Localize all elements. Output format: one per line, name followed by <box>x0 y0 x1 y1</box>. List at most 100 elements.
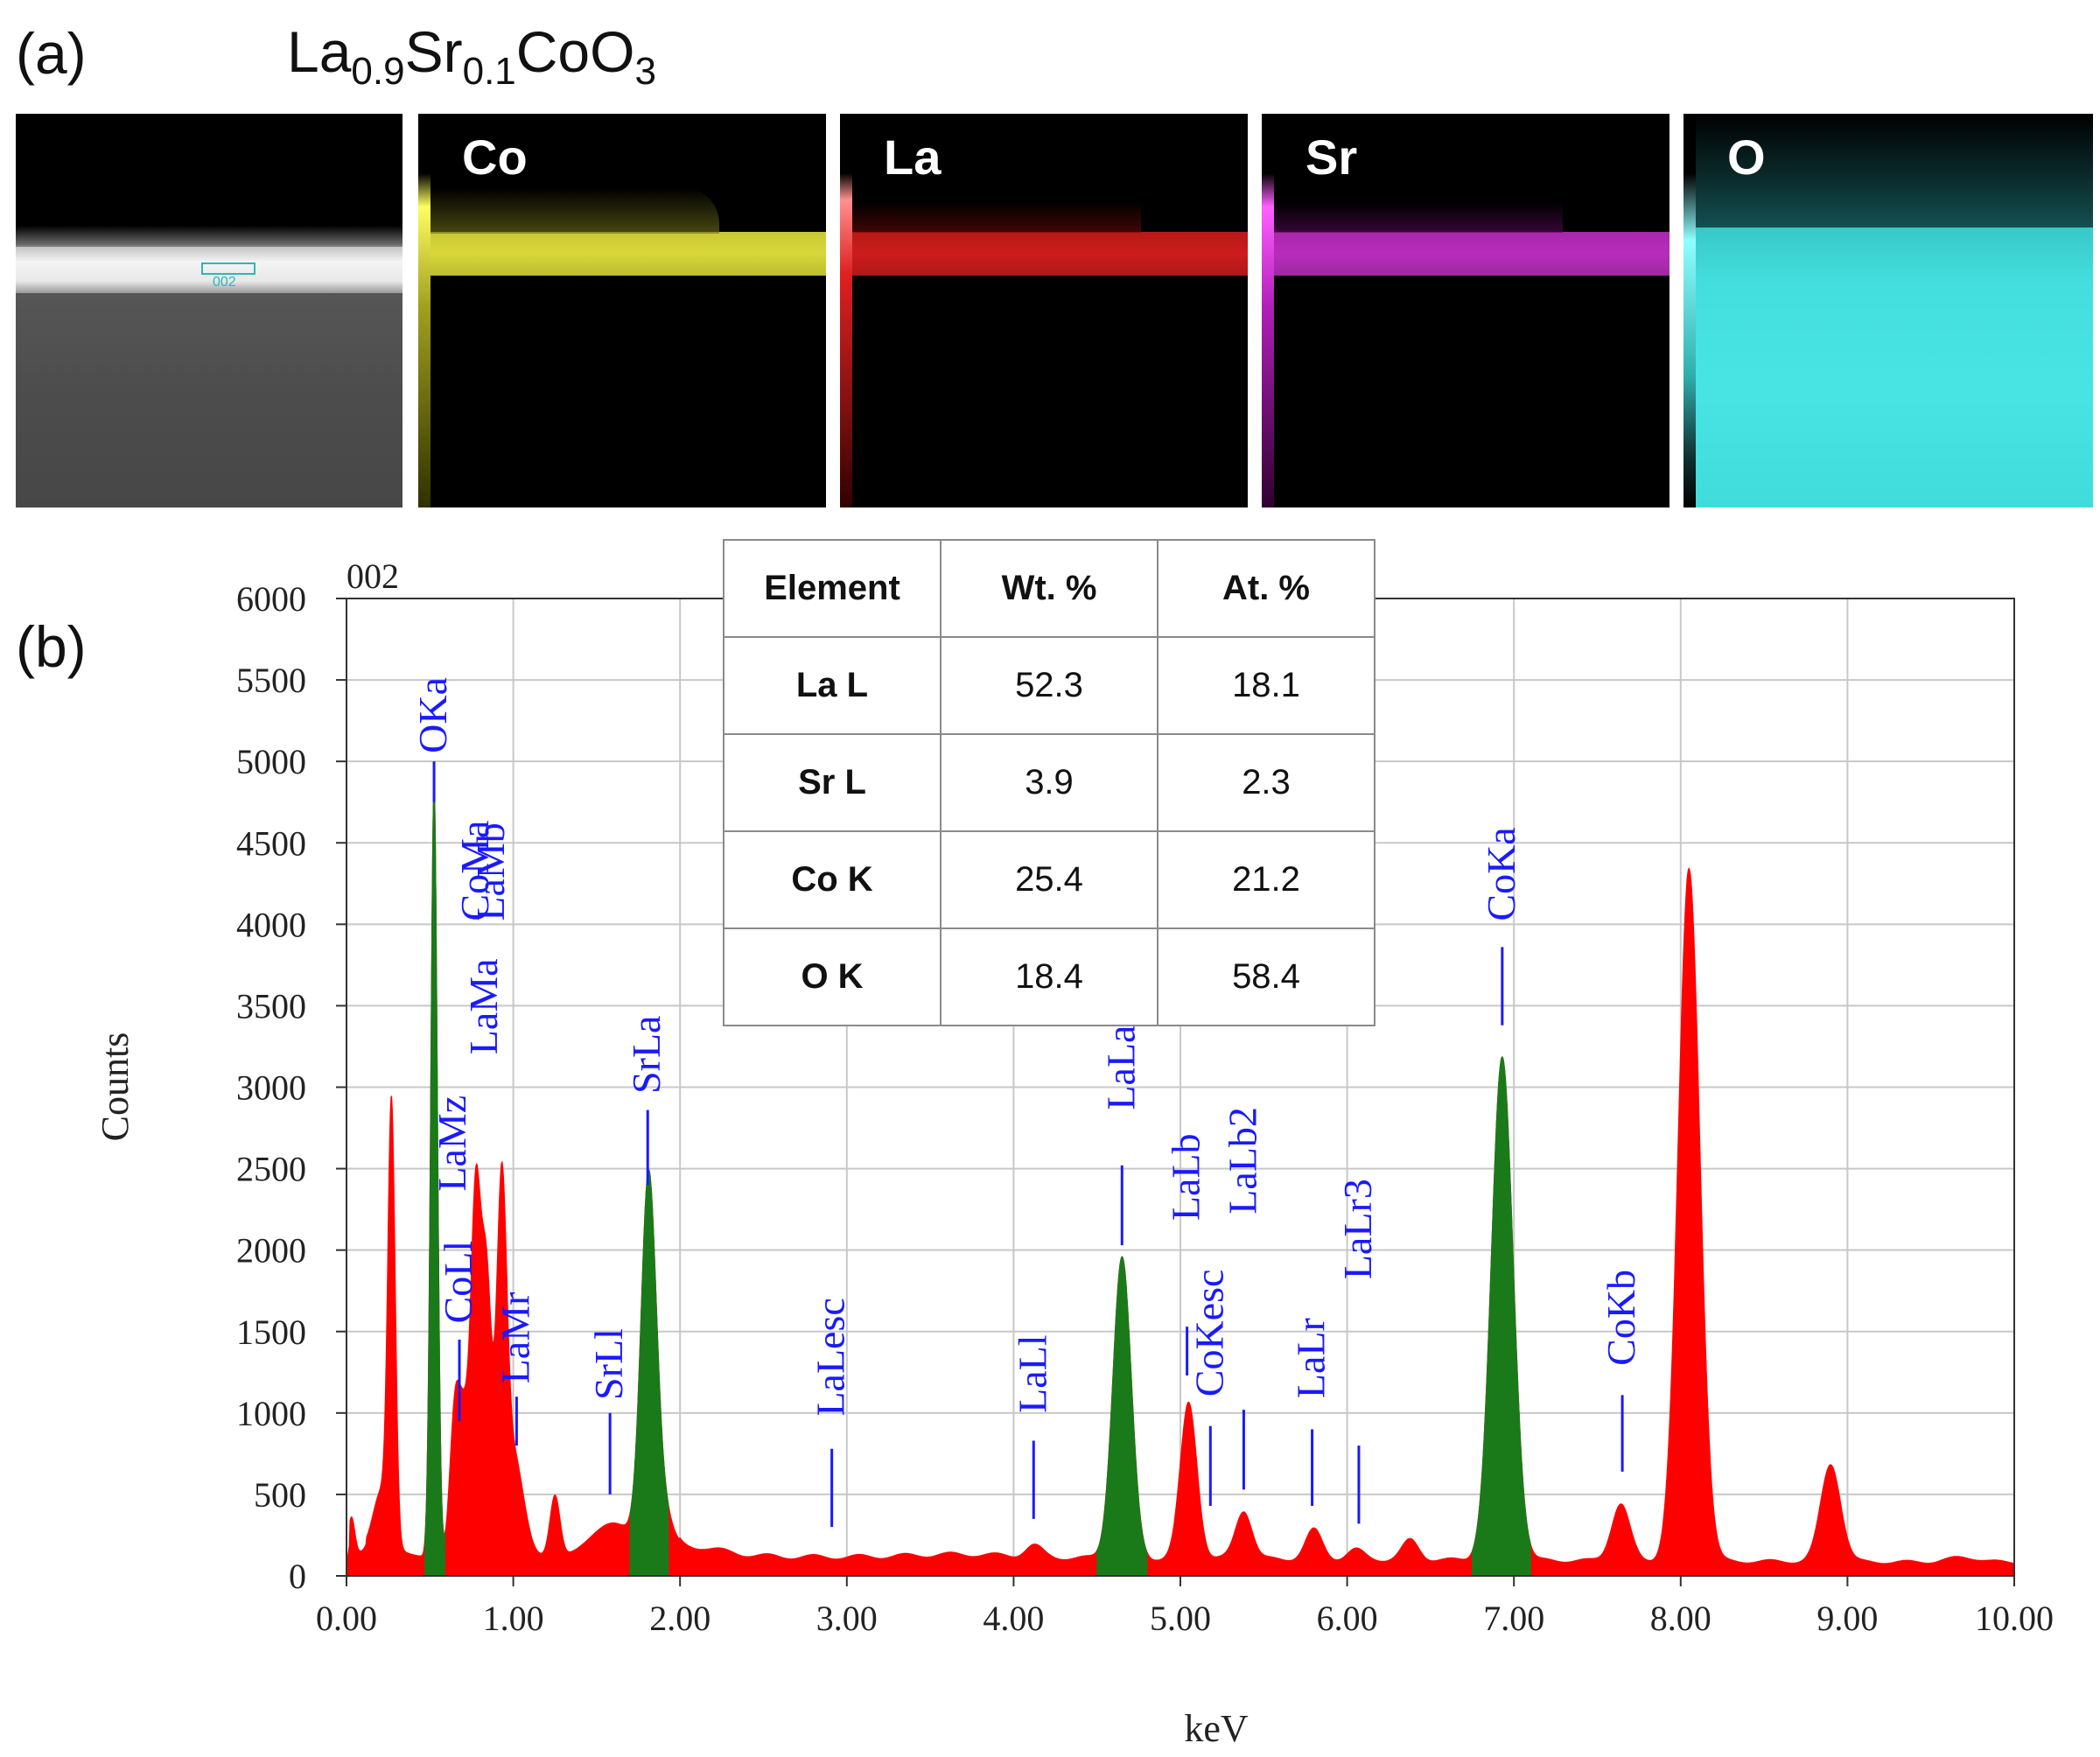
formula-sr-sub: 0.1 <box>462 50 516 93</box>
line-marker-label: LaMr <box>493 1292 537 1384</box>
co-map-scalebar <box>418 173 430 508</box>
chart-title: 002 <box>346 556 399 596</box>
x-tick-label: 0.00 <box>316 1599 377 1638</box>
line-marker-label: OKa <box>410 677 455 753</box>
table-header-at: At. % <box>1157 539 1376 638</box>
table-cell-wt: 52.3 <box>940 636 1158 735</box>
y-tick-label: 5000 <box>236 742 306 781</box>
table-cell-element: Sr L <box>723 733 942 832</box>
table-row: Co K 25.4 21.2 <box>723 830 1376 929</box>
y-tick-label: 3000 <box>236 1068 306 1108</box>
o-map-bulk <box>1696 228 2093 508</box>
table-header-element: Element <box>723 539 942 638</box>
la-map-surface <box>852 201 1141 233</box>
co-map: Co <box>418 114 826 508</box>
y-tick-label: 1000 <box>236 1394 306 1433</box>
line-marker-label: LaLa <box>1098 1026 1143 1110</box>
table-header-row: Element Wt. % At. % <box>723 539 1376 638</box>
spectrum-area <box>346 783 2015 1577</box>
haadf-measure-label: 002 <box>213 275 236 290</box>
formula-o-sub: 3 <box>634 50 656 93</box>
table-cell-element: O K <box>723 928 942 1026</box>
composition-table: Element Wt. % At. % La L 52.3 18.1 Sr L … <box>723 539 1376 1026</box>
panel-label-b: (b) <box>16 614 87 679</box>
line-marker-label: LaLr3 <box>1335 1179 1380 1279</box>
o-map-scalebar <box>1684 173 1696 508</box>
sr-map-scalebar <box>1262 173 1274 508</box>
x-tick-label: 5.00 <box>1150 1599 1211 1638</box>
line-marker-label: CoKb <box>1599 1270 1643 1366</box>
table-cell-at: 18.1 <box>1157 636 1376 735</box>
y-tick-label: 500 <box>254 1475 306 1515</box>
x-tick-label: 8.00 <box>1650 1599 1712 1638</box>
y-tick-label: 2000 <box>236 1231 306 1270</box>
line-marker-label: LaMz <box>430 1096 474 1192</box>
formula-title: La0.9Sr0.1CoO3 <box>287 19 656 91</box>
y-tick-label: 4500 <box>236 823 306 863</box>
table-cell-wt: 18.4 <box>940 928 1158 1026</box>
panel-label-a: (a) <box>16 21 87 86</box>
identified-peak-area <box>629 1169 669 1577</box>
formula-coo: CoO <box>515 19 635 84</box>
line-marker-label: LaLb2 <box>1220 1107 1264 1214</box>
line-marker-label: SrLl <box>586 1328 631 1400</box>
line-marker-label: CoMa <box>452 821 497 921</box>
x-tick-label: 4.00 <box>983 1599 1044 1638</box>
sr-map-surface <box>1274 201 1563 233</box>
chart-ticks: 0.00 1.00 2.00 3.00 4.00 5.00 6.00 7.00 8.00 9.00… <box>236 579 2054 1638</box>
identified-peak-area <box>1472 1056 1531 1577</box>
haadf-surface <box>16 226 402 247</box>
haadf-image: 002 <box>16 114 402 508</box>
x-tick-label: 1.00 <box>483 1599 544 1638</box>
o-map-top <box>1696 114 2093 228</box>
formula-sr: Sr <box>404 19 463 84</box>
identified-peak-area <box>424 781 445 1577</box>
table-row: Sr L 3.9 2.3 <box>723 733 1376 832</box>
la-map-film <box>852 232 1248 276</box>
chart-spectrum <box>346 781 2015 1577</box>
co-map-surface <box>430 188 719 234</box>
y-tick-label: 5500 <box>236 661 306 700</box>
line-marker-label: LaLr <box>1289 1318 1334 1398</box>
x-tick-label: 10.00 <box>1975 1599 2054 1638</box>
line-marker-label: CoKesc <box>1186 1270 1231 1397</box>
table-header-wt: Wt. % <box>940 539 1158 638</box>
line-marker-label: SrLa <box>624 1016 668 1094</box>
table-cell-element: Co K <box>723 830 942 929</box>
formula-la: La <box>287 19 352 84</box>
y-tick-label: 3500 <box>236 986 306 1026</box>
haadf-film <box>16 245 402 293</box>
y-axis-label: Counts <box>94 1032 136 1142</box>
y-tick-label: 6000 <box>236 579 306 619</box>
x-tick-label: 7.00 <box>1483 1599 1544 1638</box>
co-map-label: Co <box>462 130 528 185</box>
x-tick-label: 2.00 <box>649 1599 710 1638</box>
o-map: O <box>1684 114 2093 508</box>
table-row: La L 52.3 18.1 <box>723 636 1376 735</box>
o-map-label: O <box>1727 130 1766 185</box>
sr-map-film <box>1274 232 1670 276</box>
line-marker-label: LaLb <box>1164 1134 1208 1222</box>
x-tick-label: 3.00 <box>816 1599 878 1638</box>
line-marker-label: LaMb <box>468 822 513 920</box>
x-axis-label: keV <box>1184 1707 1249 1750</box>
y-tick-label: 4000 <box>236 905 306 944</box>
table-cell-at: 2.3 <box>1157 733 1376 832</box>
sr-map: Sr <box>1262 114 1670 508</box>
line-marker-label: LaLl <box>1010 1334 1054 1412</box>
la-map-label: La <box>884 130 942 185</box>
la-map: La <box>840 114 1248 508</box>
line-marker-label: LaLesc <box>808 1298 853 1416</box>
x-tick-label: 6.00 <box>1317 1599 1378 1638</box>
la-map-scalebar <box>840 173 852 508</box>
table-cell-at: 58.4 <box>1157 928 1376 1026</box>
line-marker-label: CoLl <box>436 1241 480 1324</box>
y-tick-label: 1500 <box>236 1312 306 1352</box>
y-tick-label: 0 <box>289 1557 306 1596</box>
line-marker-label: LaMa <box>461 958 506 1054</box>
co-map-film <box>430 232 826 276</box>
haadf-substrate <box>16 293 402 508</box>
sr-map-label: Sr <box>1306 130 1358 185</box>
haadf-measure-box <box>201 262 256 275</box>
